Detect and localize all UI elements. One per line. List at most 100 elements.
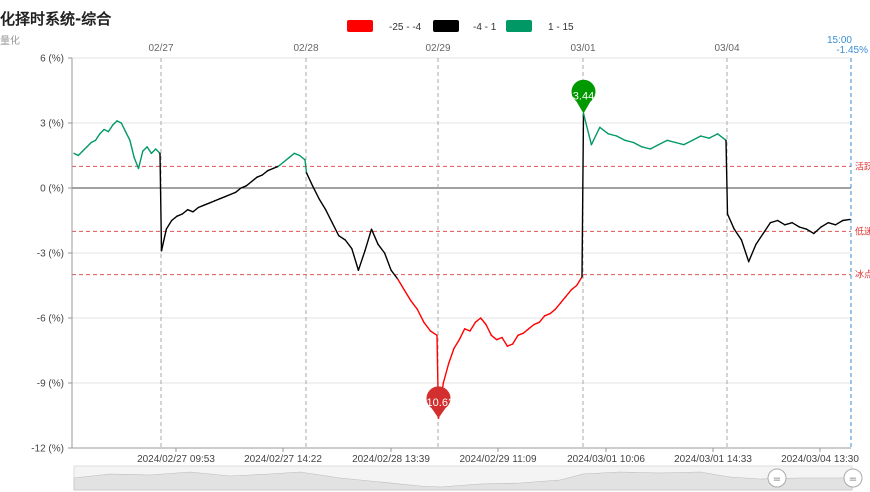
series-segment xyxy=(423,321,432,332)
zoom-handle-right[interactable] xyxy=(843,468,863,488)
day-label: 03/04 xyxy=(714,43,739,54)
series-segment xyxy=(159,152,163,252)
series-segment xyxy=(77,150,84,157)
series-segment xyxy=(538,315,546,324)
legend-swatch-black[interactable] xyxy=(433,20,459,32)
series-segment xyxy=(311,185,320,200)
series-segment xyxy=(791,221,801,228)
series-segment xyxy=(570,284,578,291)
series-segment xyxy=(397,278,405,291)
series-line xyxy=(73,112,851,419)
y-tick-label: 0 (%) xyxy=(40,184,64,195)
series-segment xyxy=(674,141,685,146)
current-value-label: -1.45% xyxy=(836,45,868,56)
series-segment xyxy=(769,219,779,224)
y-tick-label: -6 (%) xyxy=(37,314,64,325)
series-segment xyxy=(390,269,399,280)
legend-label-red[interactable]: -25 - -4 xyxy=(389,22,422,33)
legend-label-black[interactable]: -4 - 1 xyxy=(473,22,497,33)
marker-min: -10.62 xyxy=(423,386,454,419)
series-segment xyxy=(298,154,306,161)
series-segment xyxy=(716,133,727,142)
gridlines xyxy=(72,57,851,449)
x-tick-label: 2024/02/27 14:22 xyxy=(244,454,322,465)
series-segment xyxy=(784,221,793,226)
series-segment xyxy=(410,299,419,311)
series-segment xyxy=(165,219,173,230)
series-segment xyxy=(99,128,105,135)
x-tick-label: 2024/03/04 13:30 xyxy=(781,454,859,465)
series-segment xyxy=(344,239,353,250)
series-segment xyxy=(150,148,157,155)
series-segment xyxy=(154,148,161,155)
series-segment xyxy=(218,195,226,200)
series-segment xyxy=(733,228,743,241)
handle-grip-icon: = xyxy=(849,474,857,485)
legend-swatch-green[interactable] xyxy=(506,20,532,32)
series-segment xyxy=(107,124,114,133)
series-segment xyxy=(377,243,386,254)
handle-grip-icon: = xyxy=(773,474,781,485)
day-label: 02/28 xyxy=(293,43,318,54)
series-segment xyxy=(146,146,153,155)
series-segment xyxy=(90,139,97,144)
extreme-markers: 3.44 -10.62 xyxy=(423,79,596,419)
series-segment xyxy=(607,133,618,137)
legend-label-green[interactable]: 1 - 15 xyxy=(548,22,574,33)
series-segment xyxy=(181,208,189,215)
series-segment xyxy=(403,289,412,302)
series-segment xyxy=(700,135,710,139)
series-segment xyxy=(234,187,242,194)
series-segment xyxy=(581,112,585,278)
series-segment xyxy=(324,208,333,224)
series-segment xyxy=(116,120,123,124)
reference-label: 活跃 xyxy=(855,160,870,172)
y-tick-label: 3 (%) xyxy=(40,119,64,130)
series-segment xyxy=(725,139,729,215)
series-segment xyxy=(517,332,525,337)
legend[interactable]: -25 - -4 -4 - 1 1 - 15 xyxy=(347,20,574,33)
series-segment xyxy=(575,276,583,287)
marker-max: 3.44 xyxy=(571,79,596,114)
zoom-slider[interactable]: = = xyxy=(73,465,863,491)
chart-title: 化择时系统-综合 xyxy=(0,10,112,28)
series-segment xyxy=(683,139,694,146)
series-segment xyxy=(533,321,541,326)
series-segment xyxy=(293,152,301,157)
legend-swatch-red[interactable] xyxy=(347,20,373,32)
y-tick-label: 6 (%) xyxy=(40,54,64,65)
y-tick-label: -12 (%) xyxy=(31,444,64,455)
series-segment xyxy=(364,228,373,252)
series-segment xyxy=(479,317,487,326)
series-segment xyxy=(129,139,135,159)
series-segment xyxy=(615,135,626,142)
series-segment xyxy=(649,143,660,150)
series-segment xyxy=(331,221,340,237)
series-segment xyxy=(565,289,573,298)
x-tick-label: 2024/02/28 13:39 xyxy=(352,454,430,465)
series-segment xyxy=(740,239,750,263)
series-segment xyxy=(582,112,593,146)
series-segment xyxy=(490,334,498,341)
series-segment xyxy=(827,221,837,226)
series-segment xyxy=(559,295,567,304)
x-tick-label: 2024/03/01 14:33 xyxy=(674,454,752,465)
reference-label: 低迷 xyxy=(855,225,870,237)
series-segment xyxy=(506,343,514,347)
series-segment xyxy=(485,323,493,337)
zoom-handle-left[interactable] xyxy=(767,468,787,488)
series-segment xyxy=(192,206,200,213)
series-segment xyxy=(282,156,290,163)
y-tick-label: -3 (%) xyxy=(37,249,64,260)
series-segment xyxy=(245,180,253,187)
x-tick-label: 2024/02/29 11:09 xyxy=(459,454,537,465)
series-segment xyxy=(266,167,274,172)
series-segment xyxy=(213,198,221,202)
reference-label: 冰点 xyxy=(855,269,870,281)
series-segment xyxy=(495,336,503,341)
series-segment xyxy=(820,221,829,228)
series-segment xyxy=(658,139,668,146)
series-segment xyxy=(463,328,471,332)
